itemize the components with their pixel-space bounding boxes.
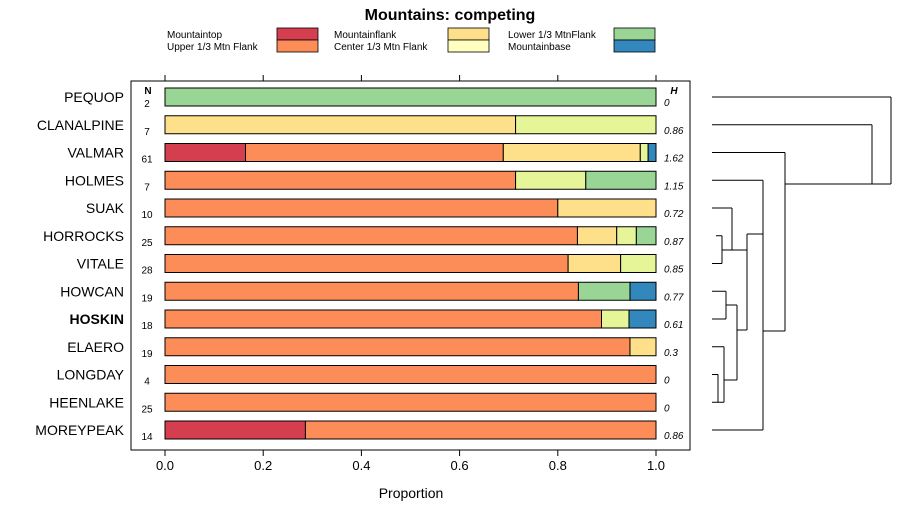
x-tick-label: 0.0 xyxy=(156,458,174,473)
legend-swatch xyxy=(276,27,319,41)
n-header: N xyxy=(144,86,151,97)
row-label: CLANALPINE xyxy=(37,117,124,133)
bar-segment xyxy=(576,226,618,246)
row-n-value: 19 xyxy=(141,349,153,360)
row-label: MOREYPEAK xyxy=(35,422,124,438)
row-label: HOLMES xyxy=(65,172,124,188)
bar-segment xyxy=(164,87,657,107)
bar-segment xyxy=(245,143,504,162)
legend-label: Center 1/3 Mtn Flank xyxy=(334,42,428,53)
bar-segment xyxy=(164,309,602,329)
bar-segment xyxy=(515,115,657,135)
plot-frame xyxy=(130,80,691,451)
bar-segment xyxy=(164,143,247,162)
bar-segment xyxy=(629,281,657,301)
legend-label: Mountaintop xyxy=(167,30,222,41)
row-h-value: 0.3 xyxy=(664,348,678,359)
legend-swatch xyxy=(276,39,319,53)
bar-segment xyxy=(585,170,657,190)
bar-segment xyxy=(164,115,517,135)
row-label: ELAERO xyxy=(67,339,124,355)
bar-segment xyxy=(639,143,649,162)
plot-area: 0.0 0.2 0.4 0.6 0.8 1.0 N H PEQUOP 2 0 CLANALPINE 7 0… xyxy=(35,75,691,473)
row-n-value: 10 xyxy=(141,210,153,221)
chart-title: Mountains: competing xyxy=(365,7,536,24)
row-n-value: 4 xyxy=(144,377,150,388)
row-label: VITALE xyxy=(77,256,124,272)
bar-segment xyxy=(557,198,657,218)
bar-segment xyxy=(620,254,657,273)
row-h-value: 0 xyxy=(664,98,670,109)
bar-segment xyxy=(304,420,657,440)
row-h-value: 1.15 xyxy=(664,181,684,192)
legend-swatch xyxy=(447,39,490,53)
x-tick-label: 0.8 xyxy=(549,458,567,473)
bar-segment xyxy=(629,337,657,357)
row-n-value: 2 xyxy=(144,99,150,110)
bar-segment xyxy=(515,170,587,190)
bar-segment xyxy=(628,309,657,329)
legend-label: Mountainbase xyxy=(508,42,571,53)
row-n-value: 25 xyxy=(141,404,153,415)
row-h-value: 0 xyxy=(664,376,670,387)
bar-segment xyxy=(647,143,657,162)
x-tick-label: 1.0 xyxy=(647,458,665,473)
x-tick-label: 0.6 xyxy=(451,458,469,473)
x-axis-label: Proportion xyxy=(379,485,444,501)
legend-label: Mountainflank xyxy=(334,30,397,41)
bar-segment xyxy=(164,198,559,218)
row-n-value: 28 xyxy=(141,266,153,277)
row-h-value: 0.87 xyxy=(664,237,684,248)
legend-swatch xyxy=(613,27,656,41)
bar-segment xyxy=(616,226,637,246)
row-n-value: 61 xyxy=(141,155,153,166)
row-h-value: 0.85 xyxy=(664,265,684,276)
row-n-value: 7 xyxy=(144,182,150,193)
bar-segment xyxy=(600,309,630,329)
bar-segment xyxy=(164,337,631,357)
row-h-value: 1.62 xyxy=(664,154,684,165)
bar-segment xyxy=(164,281,579,301)
row-n-value: 19 xyxy=(141,293,153,304)
row-label: SUAK xyxy=(86,200,125,216)
x-tick-label: 0.2 xyxy=(254,458,272,473)
bar-segment xyxy=(164,392,657,412)
bar-segment xyxy=(567,254,622,273)
row-label: HOWCAN xyxy=(60,283,124,299)
bar-segment xyxy=(164,226,578,246)
row-h-value: 0.86 xyxy=(664,431,684,442)
row-h-value: 0.77 xyxy=(664,292,684,303)
row-n-value: 18 xyxy=(141,321,153,332)
row-n-value: 7 xyxy=(144,127,150,138)
bar-segment xyxy=(635,226,657,246)
row-n-value: 14 xyxy=(141,432,153,443)
row-label: HEENLAKE xyxy=(49,394,124,410)
bar-segment xyxy=(502,143,641,162)
row-label: VALMAR xyxy=(67,145,124,161)
row-h-value: 0.61 xyxy=(664,320,683,331)
row-h-value: 0.86 xyxy=(664,126,684,137)
row-h-value: 0.72 xyxy=(664,209,684,220)
h-header: H xyxy=(670,86,678,97)
bar-segment xyxy=(164,365,657,384)
bar-segment xyxy=(164,254,569,273)
bar-segment xyxy=(164,420,306,440)
row-label: LONGDAY xyxy=(57,367,125,383)
row-label: HOSKIN xyxy=(70,311,124,327)
x-tick-label: 0.4 xyxy=(352,458,370,473)
legend-swatch xyxy=(447,27,490,41)
bar-segment xyxy=(164,170,517,190)
row-label: HORROCKS xyxy=(43,228,124,244)
row-label: PEQUOP xyxy=(64,89,124,105)
bar-segment xyxy=(577,281,631,301)
legend-swatch xyxy=(613,39,656,53)
dendrogram xyxy=(712,96,892,431)
row-h-value: 0 xyxy=(664,403,670,414)
row-n-value: 25 xyxy=(141,238,153,249)
legend-label: Lower 1/3 MtnFlank xyxy=(508,30,597,41)
legend-label: Upper 1/3 Mtn Flank xyxy=(167,42,259,53)
